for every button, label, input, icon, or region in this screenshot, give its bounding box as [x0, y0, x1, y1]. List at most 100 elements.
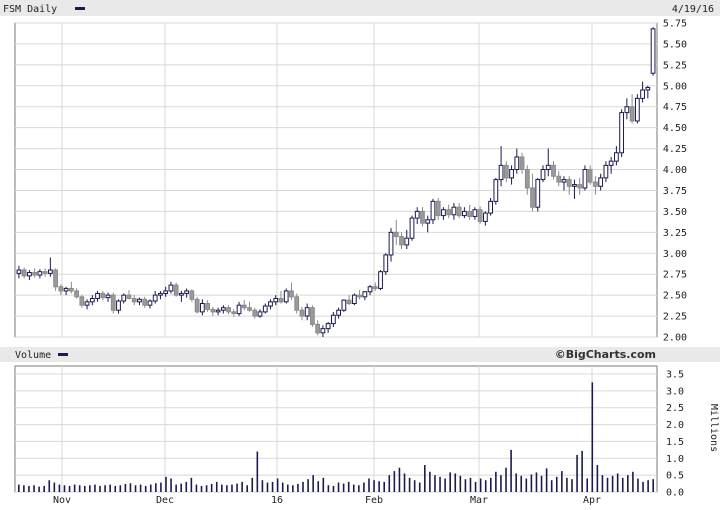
price-candle [299, 306, 305, 321]
price-candle [451, 203, 457, 220]
candle-body [378, 271, 383, 289]
candle-body [158, 292, 163, 296]
price-candle [608, 156, 614, 174]
price-candle [404, 229, 410, 250]
price-candle [37, 269, 43, 279]
candle-body [456, 206, 462, 217]
price-candle [420, 207, 425, 227]
candle-body [84, 301, 90, 306]
price-candle [262, 303, 268, 314]
candle-body [556, 175, 562, 183]
price-y-tick-label: 2.50 [663, 291, 687, 302]
candle-body [346, 299, 352, 305]
price-candle [158, 290, 163, 300]
price-candle [268, 299, 273, 310]
chart-date: 4/19/16 [672, 4, 714, 15]
candle-body [372, 286, 378, 289]
price-candle [503, 161, 509, 183]
price-candle [105, 292, 111, 302]
price-candle [587, 165, 593, 185]
candle-body [137, 298, 142, 303]
candle-body [645, 86, 651, 91]
price-candle [577, 177, 583, 195]
candle-body [383, 254, 389, 273]
candle-body [116, 300, 121, 311]
candle-body [514, 156, 520, 171]
candle-body [367, 286, 373, 293]
volume-legend-swatch [58, 353, 68, 356]
candle-body [388, 231, 394, 256]
volume-y-tick-label: 3.5 [666, 370, 684, 381]
candle-body [168, 284, 174, 292]
candle-body [315, 323, 321, 334]
x-tick-label: Nov [53, 495, 71, 506]
volume-y-tick-label: 1.5 [666, 437, 684, 448]
price-candle [477, 206, 483, 224]
price-candle [372, 282, 378, 291]
candle-body [74, 290, 79, 298]
candle-body [462, 210, 467, 217]
price-candle [409, 215, 415, 241]
price-y-tick-label: 5.00 [663, 81, 687, 92]
candle-body [58, 286, 64, 292]
price-y-tick-label: 4.50 [663, 123, 687, 134]
price-candle [294, 293, 300, 314]
price-candle [116, 299, 121, 314]
price-y-tick-label: 3.75 [663, 186, 687, 197]
candle-body [624, 106, 630, 114]
price-y-tick-label: 3.00 [663, 249, 687, 260]
price-candle [388, 228, 394, 262]
price-candle [220, 305, 226, 314]
price-candle [84, 299, 90, 310]
candle-body [577, 184, 583, 189]
price-candle [367, 285, 373, 296]
price-y-tick-label: 5.25 [663, 60, 687, 71]
candle-body [194, 298, 200, 313]
price-candle [42, 268, 48, 277]
price-candle [278, 290, 284, 304]
x-tick-label: Mar [470, 495, 488, 506]
bigcharts-brand: ©BigCharts.com [555, 348, 656, 361]
price-candle [566, 176, 572, 195]
date-x-axis: Nov Dec 16 Feb Mar Apr [53, 495, 601, 506]
price-candle [194, 296, 200, 314]
candle-body [593, 181, 598, 187]
price-candle [472, 207, 478, 220]
candle-body [650, 28, 656, 74]
candle-body [173, 284, 179, 296]
volume-y-tick-label: 1.0 [666, 454, 684, 465]
price-candle [430, 198, 436, 224]
candle-body [278, 297, 284, 303]
price-candle [53, 268, 59, 291]
volume-header-bar [0, 347, 720, 362]
candle-body [409, 217, 415, 239]
price-candle [435, 198, 441, 220]
price-candle [315, 320, 321, 336]
candle-body [493, 179, 499, 202]
price-candle [346, 295, 352, 306]
candle-body [341, 299, 347, 311]
price-y-tick-label: 5.75 [663, 19, 687, 30]
candle-body [530, 187, 535, 208]
candle-body [451, 206, 457, 216]
price-candle [231, 309, 237, 317]
candle-body [566, 179, 572, 187]
candle-body [362, 291, 368, 298]
candle-body [21, 269, 27, 277]
price-candle [456, 203, 462, 219]
price-candle [467, 204, 473, 220]
price-candle [650, 27, 656, 76]
volume-gridlines [15, 373, 657, 493]
price-candle [95, 290, 100, 302]
price-candle [126, 290, 132, 300]
volume-axis-label: Millions [708, 404, 719, 452]
candle-body [236, 304, 242, 315]
price-candle [184, 288, 190, 298]
price-candle [325, 321, 331, 333]
price-candle [493, 177, 499, 205]
candle-body [262, 305, 268, 313]
price-candle [257, 309, 263, 318]
price-candle [283, 288, 289, 304]
price-candle [79, 295, 85, 308]
candle-body [598, 177, 604, 187]
